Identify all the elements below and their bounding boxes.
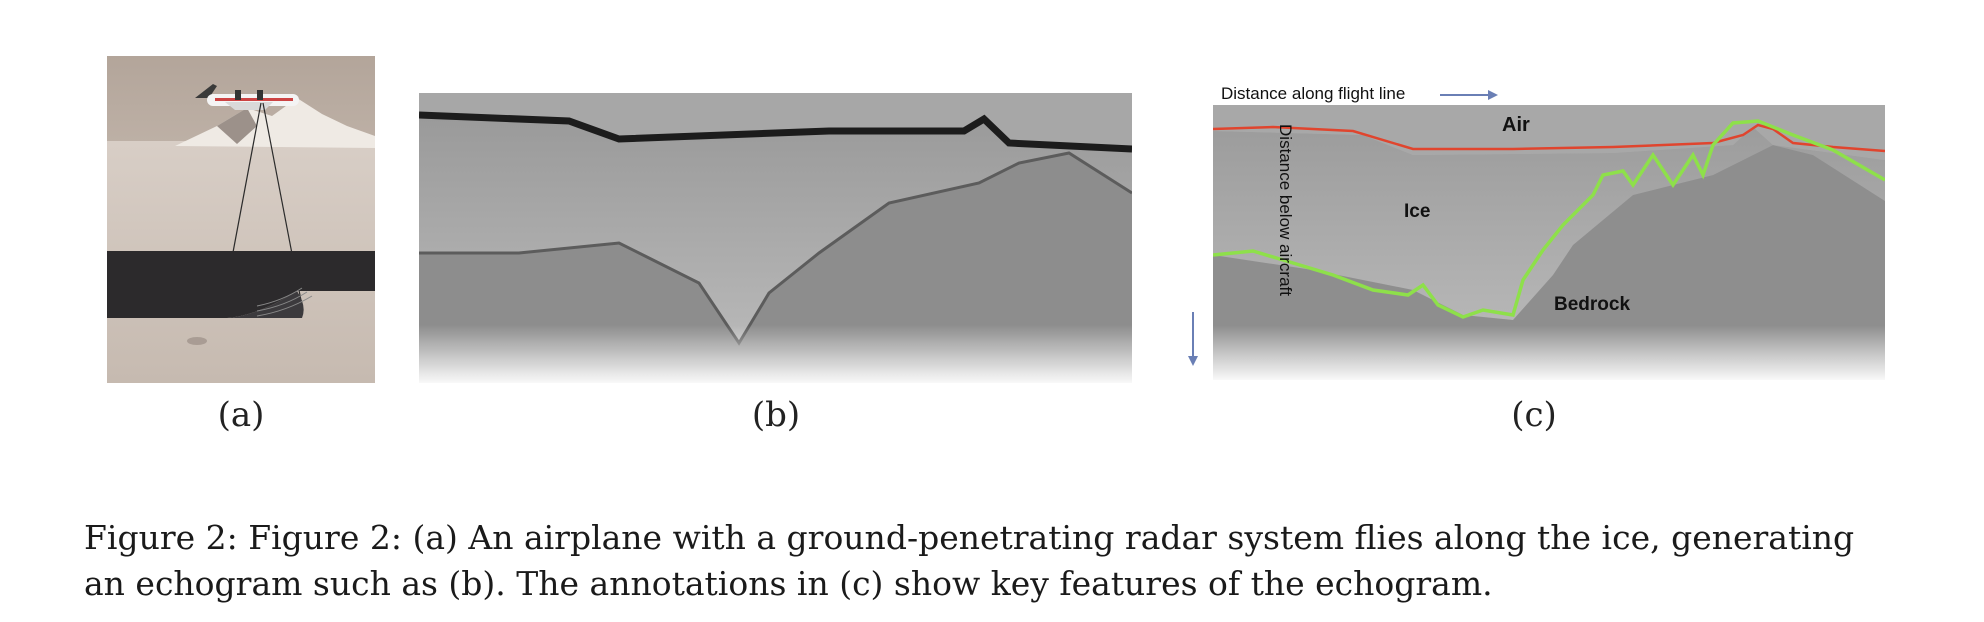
figure-caption: Figure 2: Figure 2: (a) An airplane with… (84, 518, 1855, 603)
distance-below-label: Distance below aircraft (1276, 124, 1295, 296)
arrow-right-icon (1440, 90, 1498, 100)
arrow-down-icon (1188, 312, 1198, 366)
echogram-annotated (1213, 105, 1885, 380)
airplane-photo (107, 56, 375, 383)
distance-along-label: Distance along flight line (1221, 84, 1406, 103)
subfigure-label-c: (c) (1511, 395, 1557, 435)
subfigure-label-b: (b) (751, 395, 801, 435)
bedrock-label: Bedrock (1554, 294, 1631, 315)
echogram-raw (419, 93, 1132, 383)
air-label: Air (1502, 114, 1530, 136)
ice-label: Ice (1404, 201, 1431, 222)
subfigure-label-a: (a) (217, 395, 265, 435)
